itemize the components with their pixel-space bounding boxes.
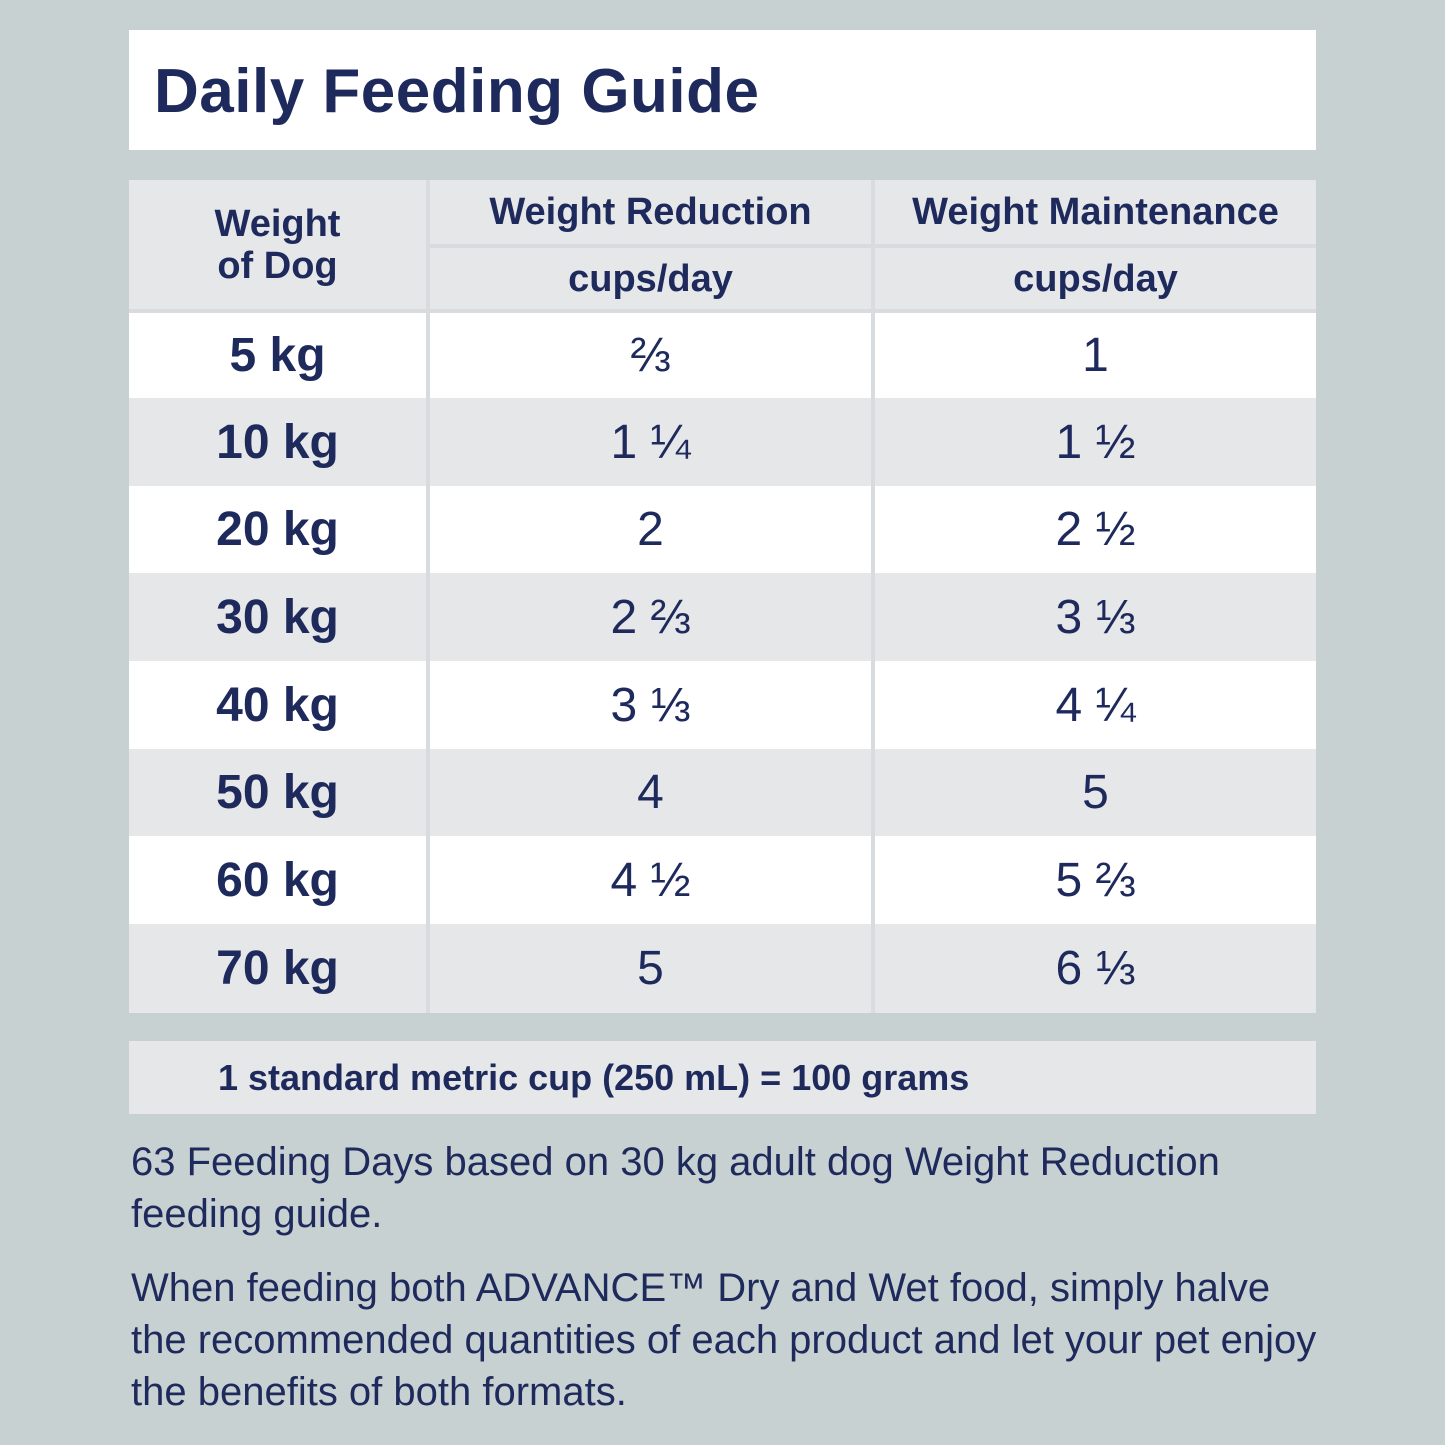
row-reduction: ⅔ [430, 313, 871, 398]
row-maintenance: 5 [875, 749, 1316, 836]
header-weight-of-dog: Weight of Dog [129, 180, 426, 309]
header-reduction-unit: cups/day [430, 248, 871, 309]
header-weight-reduction: Weight Reduction [430, 180, 871, 244]
row-weight: 20 kg [129, 486, 426, 573]
row-maintenance: 6 ⅓ [875, 924, 1316, 1013]
row-weight: 30 kg [129, 573, 426, 661]
row-weight: 5 kg [129, 313, 426, 398]
row-maintenance: 2 ½ [875, 486, 1316, 573]
row-weight: 60 kg [129, 836, 426, 924]
header-weight-maintenance: Weight Maintenance [875, 180, 1316, 244]
feeding-days-text: 63 Feeding Days based on 30 kg adult dog… [131, 1140, 1220, 1236]
row-weight: 40 kg [129, 661, 426, 749]
row-reduction: 4 [430, 749, 871, 836]
header-maintenance-unit: cups/day [875, 248, 1316, 309]
row-weight: 10 kg [129, 398, 426, 486]
row-weight: 50 kg [129, 749, 426, 836]
row-maintenance: 1 [875, 313, 1316, 398]
cup-conversion-note: 1 standard metric cup (250 mL) = 100 gra… [218, 1057, 970, 1098]
page-title: Daily Feeding Guide [154, 57, 760, 126]
row-reduction: 2 [430, 486, 871, 573]
row-maintenance: 4 ¼ [875, 661, 1316, 749]
row-reduction: 4 ½ [430, 836, 871, 924]
row-reduction: 5 [430, 924, 871, 1013]
row-reduction: 3 ⅓ [430, 661, 871, 749]
row-maintenance: 5 ⅔ [875, 836, 1316, 924]
row-weight: 70 kg [129, 924, 426, 1013]
mixed-feeding-text: When feeding both ADVANCE™ Dry and Wet f… [131, 1266, 1317, 1414]
row-reduction: 1 ¼ [430, 398, 871, 486]
title-box: Daily Feeding Guide [129, 30, 1316, 150]
row-maintenance: 3 ⅓ [875, 573, 1316, 661]
row-maintenance: 1 ½ [875, 398, 1316, 486]
feeding-table: Weight of Dog Weight Reduction Weight Ma… [129, 180, 1316, 1013]
cup-conversion-note-box: 1 standard metric cup (250 mL) = 100 gra… [129, 1041, 1316, 1114]
row-reduction: 2 ⅔ [430, 573, 871, 661]
